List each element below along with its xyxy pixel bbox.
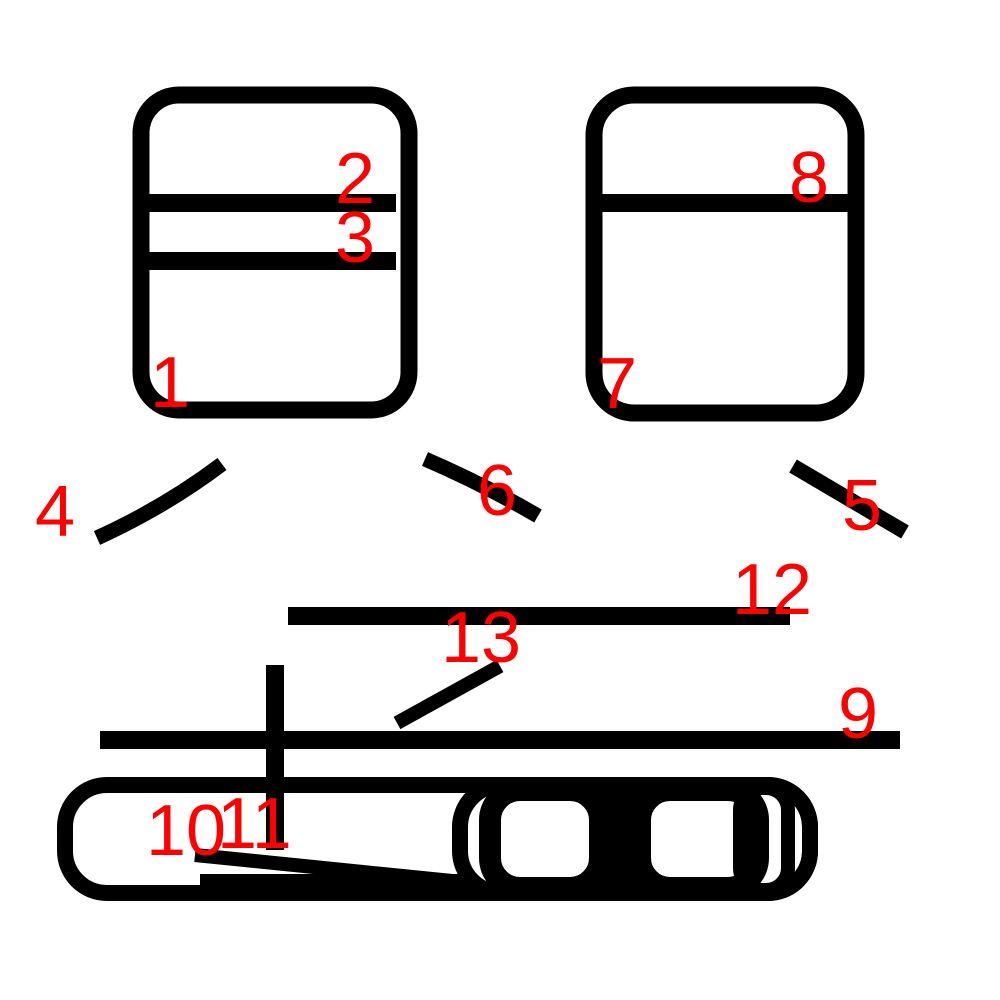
label-6: 6	[477, 451, 517, 531]
stroke-6-curve-middle	[422, 452, 542, 523]
label-13: 13	[441, 598, 521, 678]
label-11: 11	[217, 784, 292, 864]
stroke-7-right-panel	[585, 86, 865, 422]
stroke-10-box-join	[598, 790, 642, 888]
stroke-1-left-panel	[132, 86, 418, 419]
label-7: 7	[597, 344, 637, 424]
stroke-10-middle-bar	[452, 777, 818, 901]
stroke-10-bottom-group	[57, 777, 818, 901]
label-2: 2	[335, 139, 375, 219]
label-8: 8	[789, 138, 829, 218]
label-5: 5	[842, 466, 882, 546]
label-1: 1	[150, 343, 190, 423]
stroke-number-labels: 1 2 3 4 5 6 7 8 9 10 11 12 13	[35, 138, 882, 871]
label-12: 12	[732, 550, 812, 630]
stroke-13-diagonal-short	[393, 659, 504, 730]
stroke-10-box-c	[733, 781, 795, 897]
stroke-10-bottom-mask	[200, 874, 470, 888]
stroke-4-curve-left	[93, 458, 227, 545]
diagram-strokes	[57, 86, 909, 901]
label-10: 10	[146, 791, 226, 871]
label-4: 4	[35, 472, 75, 552]
label-3: 3	[335, 198, 375, 278]
label-9: 9	[838, 674, 878, 754]
stroke-5-diagonal-right	[789, 459, 909, 539]
